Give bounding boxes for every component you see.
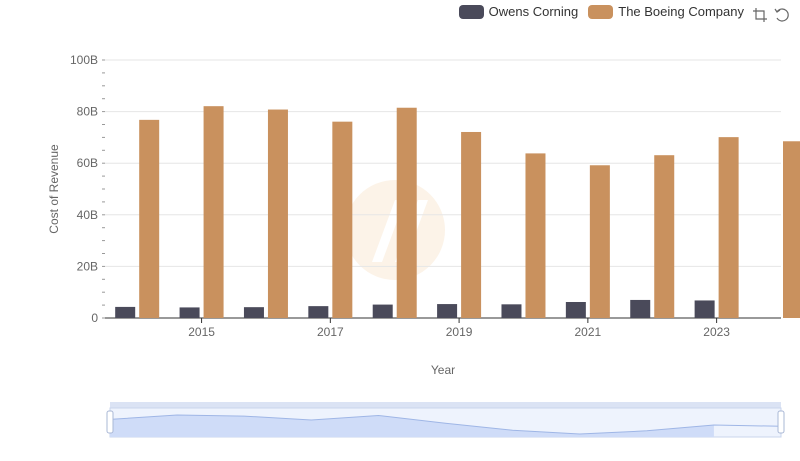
zoom-area-icon[interactable] [752,7,768,23]
x-tick-label: 2021 [575,325,602,339]
x-tick-label: 2019 [446,325,473,339]
bar-boeing-2024 [783,141,800,318]
y-tick-label: 40B [77,208,98,222]
bar-owens-corning-2017 [308,306,329,318]
bar-owens-corning-2016 [243,307,264,318]
bar-owens-corning-2023 [694,300,715,318]
x-tick-label: 2015 [188,325,215,339]
bar-boeing-2019 [461,131,482,318]
y-tick-label: 100B [70,53,98,67]
watermark-logo [345,180,445,280]
restore-icon[interactable] [774,7,790,23]
slider-handle-bar [110,402,781,408]
y-axis-title: Cost of Revenue [47,144,61,234]
bar-boeing-2023 [718,137,739,318]
slider-overview-line [109,414,782,435]
slider-track [109,407,782,438]
data-zoom-slider[interactable] [106,402,785,438]
legend-label-owens-corning: Owens Corning [488,4,579,19]
y-tick-label: 0 [91,311,98,325]
bar-owens-corning-2018 [372,304,393,318]
x-tick-label: 2023 [703,325,730,339]
bar-owens-corning-2021 [565,302,586,318]
bar-boeing-2014 [139,119,160,318]
legend-swatch-owens-corning [458,4,484,19]
bar-boeing-2018 [396,107,417,318]
x-axis: 2015 2017 2019 2021 2023 [105,317,781,339]
legend-swatch-boeing [588,4,614,19]
y-tick-label: 80B [77,105,98,119]
slider-handle-right [777,410,785,434]
bar-owens-corning-2014 [115,306,136,318]
bar-owens-corning-2015 [179,307,200,318]
grid [105,59,781,267]
toolbox [752,7,790,23]
legend-item-boeing[interactable]: The Boeing Company [588,4,744,19]
bar-owens-corning-2019 [437,304,458,318]
legend: Owens Corning The Boeing Company [458,4,744,19]
bar-boeing-2022 [654,155,675,318]
x-axis-title: Year [431,363,455,377]
legend-item-owens-corning[interactable]: Owens Corning [458,4,579,19]
bar-boeing-2015 [203,106,224,318]
y-minor-ticks [102,59,105,319]
slider-overview-area [110,415,714,437]
legend-label-boeing: The Boeing Company [618,4,744,19]
bar-boeing-2020 [525,153,546,318]
bar-boeing-2021 [589,165,610,318]
x-tick-label: 2017 [317,325,344,339]
y-tick-label: 20B [77,259,98,273]
bar-owens-corning-2022 [630,299,651,318]
bar-owens-corning-2020 [501,304,522,318]
bar-boeing-2017 [332,121,353,318]
slider-handle-left [106,410,114,434]
y-axis: 0 20B 40B 60B 80B 100B [70,53,98,325]
bars [115,106,800,318]
bar-boeing-2016 [267,109,288,318]
y-tick-label: 60B [77,156,98,170]
